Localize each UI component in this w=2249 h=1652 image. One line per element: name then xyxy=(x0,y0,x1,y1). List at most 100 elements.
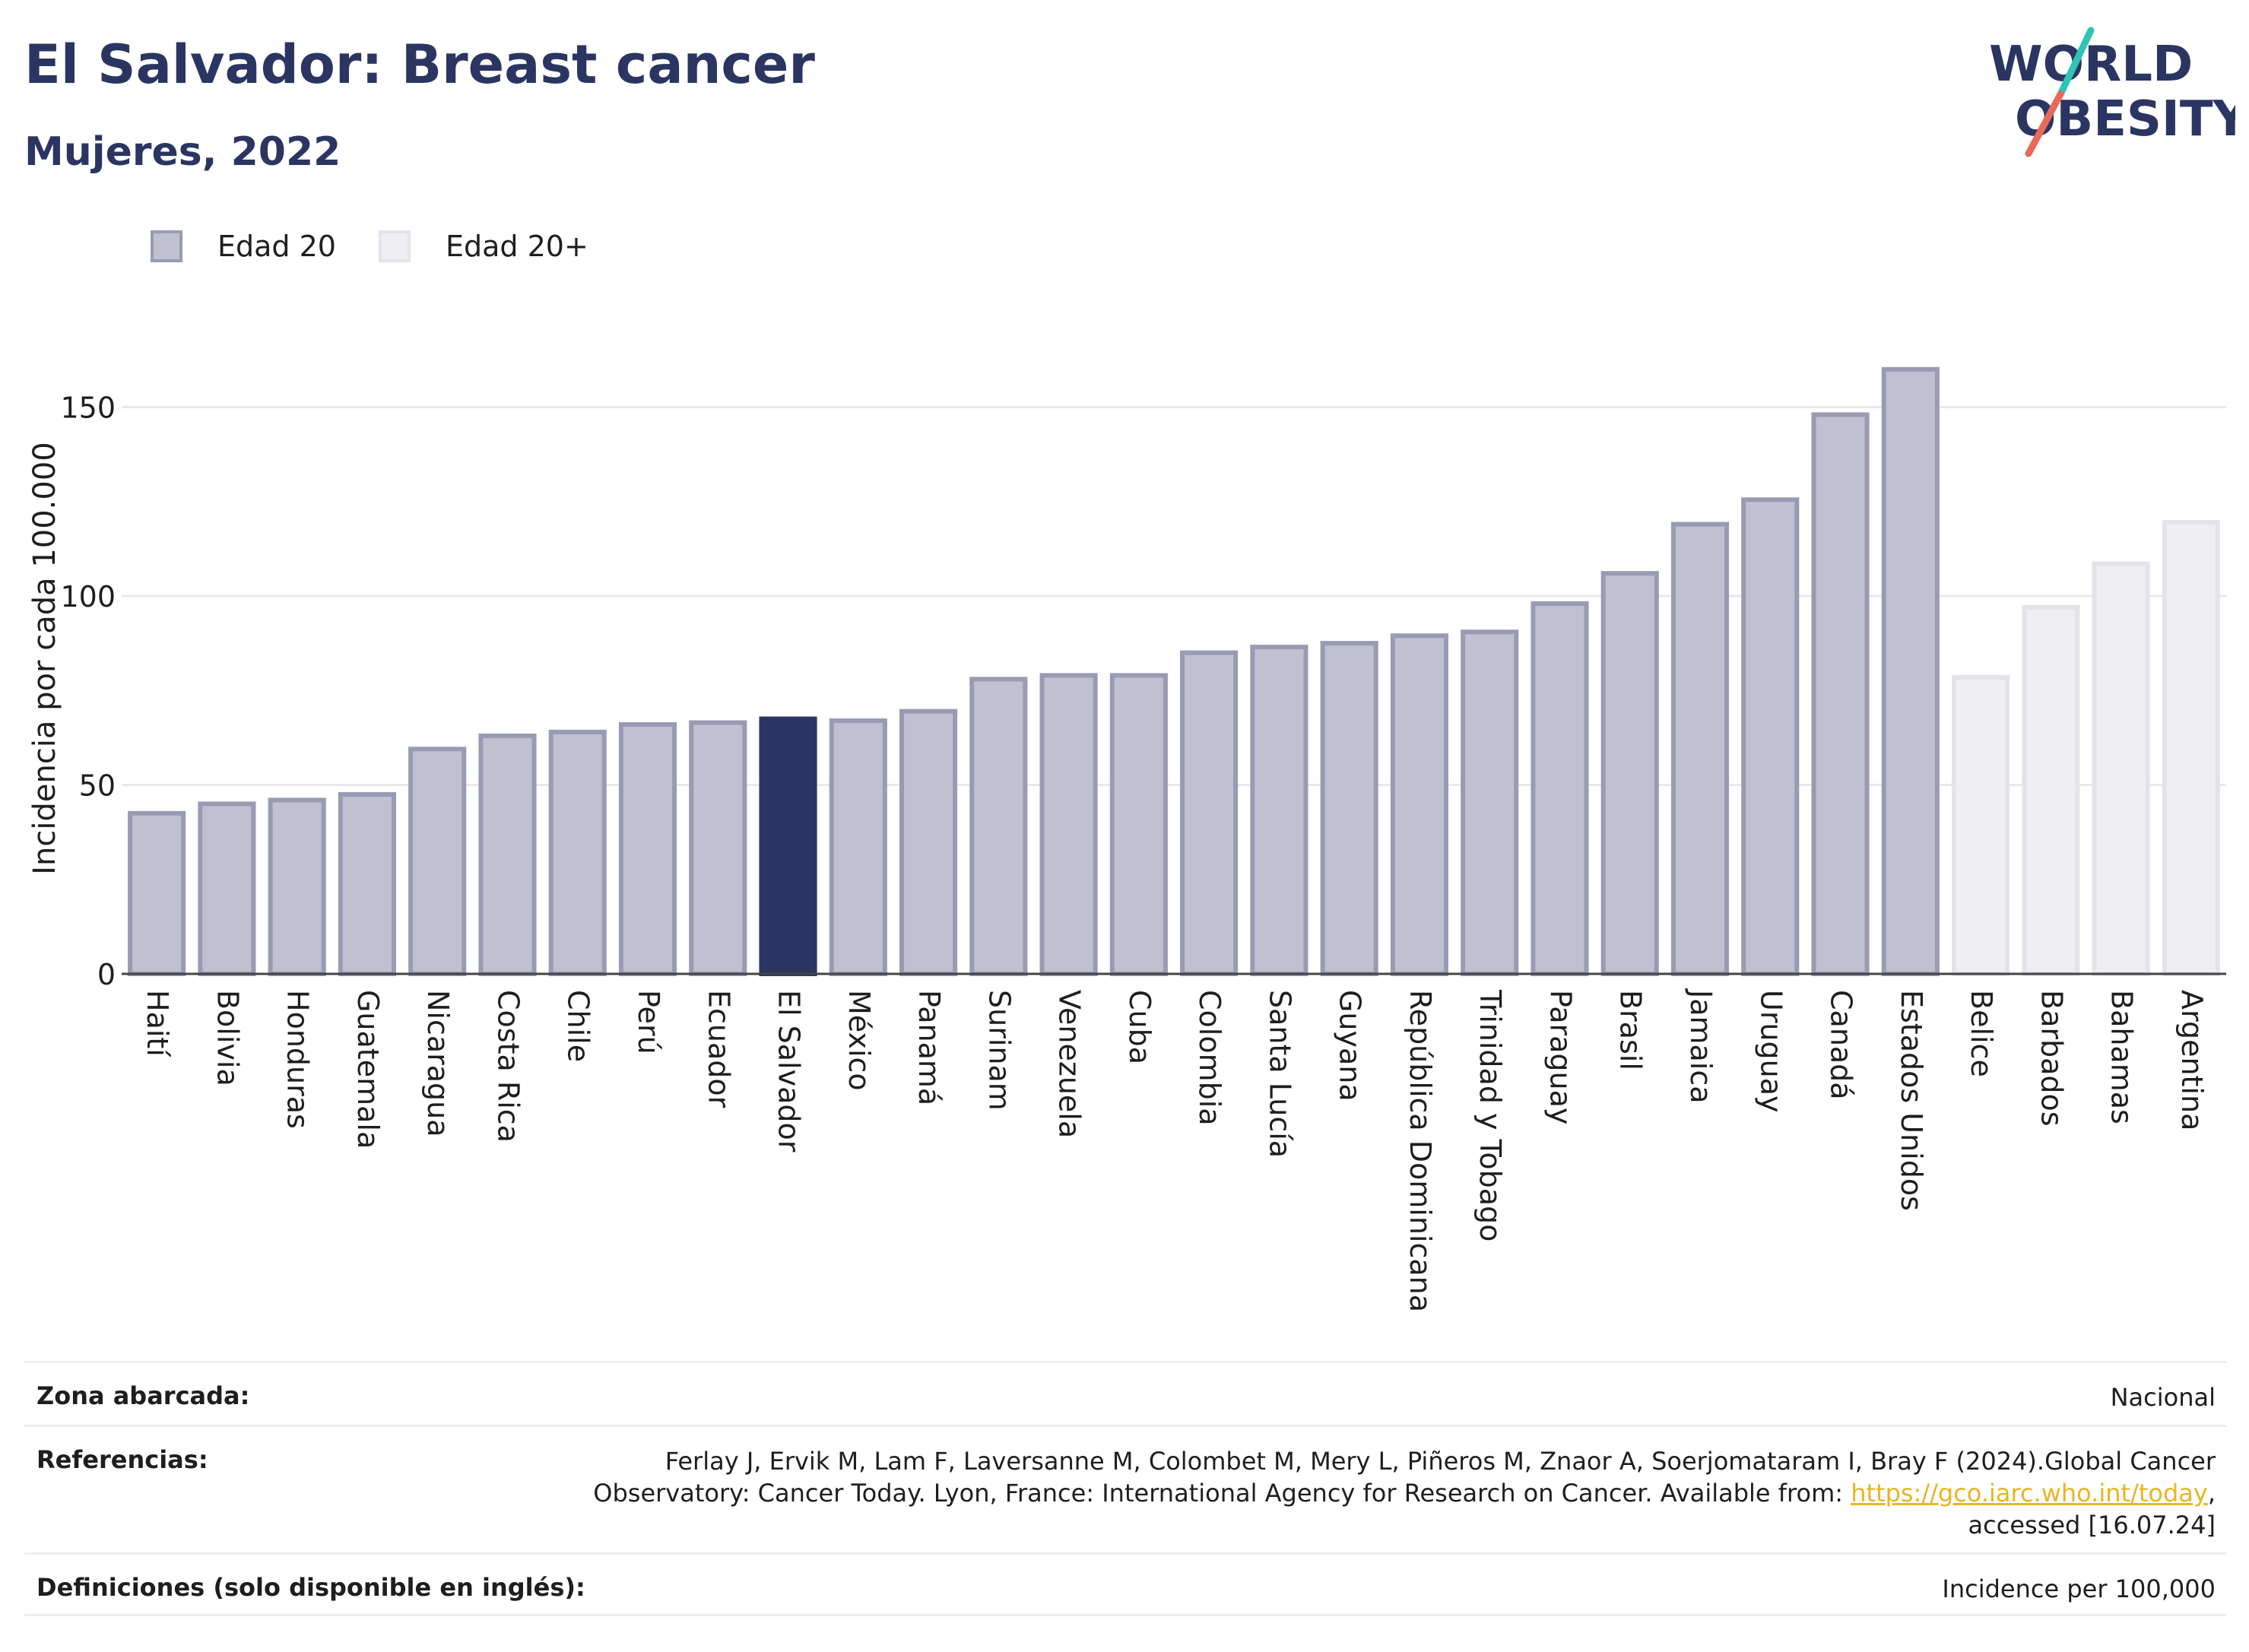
x-tick-label: Guyana xyxy=(1334,990,1367,1102)
grid-lines xyxy=(122,406,2226,786)
x-tick-label: Trinidad y Tobago xyxy=(1473,989,1507,1241)
bar xyxy=(198,801,256,976)
logo-text-world: WORLD xyxy=(1989,36,2193,93)
bar xyxy=(1531,601,1589,976)
x-tick-label: México xyxy=(842,990,876,1091)
bar xyxy=(338,791,396,977)
bar xyxy=(1109,673,1168,976)
footer-row-definiciones: Definiciones (solo disponible en inglés)… xyxy=(24,1552,2226,1616)
logo-slash-top xyxy=(2057,27,2095,98)
footer-info-table: Zona abarcada: Nacional Referencias: Fer… xyxy=(24,1361,2226,1616)
referencias-label: Referencias: xyxy=(36,1445,208,1474)
x-tick-label: Costa Rica xyxy=(491,990,525,1143)
bar xyxy=(969,677,1028,977)
bar xyxy=(1952,674,2010,976)
referencias-value: Ferlay J, Ervik M, Lam F, Laversanne M, … xyxy=(593,1445,2216,1541)
bar xyxy=(1461,629,1519,977)
bar xyxy=(2022,604,2080,976)
x-tick-label: Santa Lucía xyxy=(1263,990,1296,1158)
x-tick-label: Estados Unidos xyxy=(1895,990,1928,1211)
bars xyxy=(128,366,2220,977)
bar xyxy=(2162,520,2220,976)
legend-item-edad-20-plus[interactable]: Edad 20+ xyxy=(378,230,588,263)
bar xyxy=(689,720,747,976)
bar xyxy=(548,729,607,976)
ref-line-2: Observatory: Cancer Today. Lyon, France:… xyxy=(593,1477,2216,1509)
bar xyxy=(1320,641,1378,976)
ref-line-2-text: Observatory: Cancer Today. Lyon, France:… xyxy=(593,1479,1851,1508)
bar xyxy=(829,718,887,976)
y-axis-label: Incidencia por cada 100.000 xyxy=(27,442,62,875)
ref-line-2-tail: , xyxy=(2207,1479,2216,1508)
x-tick-label: República Dominicana xyxy=(1404,990,1437,1312)
x-tick-label: Barbados xyxy=(2035,990,2068,1127)
bar xyxy=(1811,412,1870,976)
bar xyxy=(1600,571,1659,976)
bar xyxy=(1180,650,1239,976)
x-tick-label: Guatemala xyxy=(351,990,385,1149)
legend-label: Edad 20 xyxy=(217,230,336,263)
chart-title: El Salvador: Breast cancer xyxy=(24,33,815,96)
legend-swatch-edad-20 xyxy=(151,230,182,262)
x-tick-label: Perú xyxy=(632,990,665,1054)
footer-row-zona: Zona abarcada: Nacional xyxy=(24,1361,2226,1425)
footer-row-referencias: Referencias: Ferlay J, Ervik M, Lam F, L… xyxy=(24,1425,2226,1552)
x-tick-label: Chile xyxy=(562,990,595,1062)
legend-label: Edad 20+ xyxy=(445,230,588,263)
x-tick-labels: Haití Bolivia Honduras Guatemala Nicaragua Co… xyxy=(141,988,2209,1312)
bar xyxy=(268,797,326,976)
x-tick-label: Bolivia xyxy=(211,990,244,1086)
x-tick-label: Cuba xyxy=(1123,990,1156,1064)
x-tick-label: Honduras xyxy=(281,990,315,1129)
bar xyxy=(759,716,817,977)
x-tick-label: El Salvador xyxy=(772,990,806,1153)
bar-chart: 0 50 100 150 Haití Bolivia Honduras Guatemala N… xyxy=(27,366,2226,1312)
zona-label: Zona abarcada: xyxy=(36,1381,250,1410)
x-tick-label: Venezuela xyxy=(1053,990,1086,1138)
x-tick-label: Surinam xyxy=(982,990,1016,1111)
definiciones-label: Definiciones (solo disponible en inglés)… xyxy=(36,1573,585,1602)
bar xyxy=(408,747,467,976)
ref-line-1: Ferlay J, Ervik M, Lam F, Laversanne M, … xyxy=(665,1447,2216,1476)
bar xyxy=(1390,633,1448,976)
definiciones-value: Incidence per 100,000 xyxy=(1942,1574,2216,1603)
bar xyxy=(618,721,677,976)
world-obesity-logo: WORLD OBESITY xyxy=(1989,27,2235,157)
x-tick-label: Nicaragua xyxy=(421,990,455,1137)
y-tick-label: 0 xyxy=(97,958,116,991)
bar xyxy=(1881,366,1940,976)
x-tick-label: Brasil xyxy=(1614,990,1648,1070)
bar xyxy=(1741,497,1800,976)
x-tick-label: Panamá xyxy=(912,990,946,1105)
x-tick-label: Colombia xyxy=(1193,990,1226,1126)
chart-subtitle: Mujeres, 2022 xyxy=(24,129,341,175)
bar xyxy=(478,733,537,976)
zona-value: Nacional xyxy=(2110,1383,2216,1412)
logo-slash-bottom xyxy=(2025,90,2064,157)
x-tick-label: Uruguay xyxy=(1754,990,1787,1113)
legend: Edad 20 Edad 20+ xyxy=(151,225,631,268)
logo-text-obesity: OBESITY xyxy=(2015,91,2235,147)
bar xyxy=(1670,522,1730,976)
x-tick-label: Belice xyxy=(1965,990,1998,1077)
ref-line-3: accessed [16.07.24] xyxy=(1968,1511,2216,1539)
x-tick-label: Canadá xyxy=(1825,990,1858,1100)
legend-item-edad-20[interactable]: Edad 20 xyxy=(151,230,336,263)
y-tick-labels: 0 50 100 150 xyxy=(60,392,116,992)
x-tick-label: Bahamas xyxy=(2105,990,2139,1124)
y-tick-label: 50 xyxy=(79,769,116,803)
bar xyxy=(1039,673,1098,976)
x-tick-label: Haití xyxy=(141,990,174,1057)
reference-link[interactable]: https://gco.iarc.who.int/today xyxy=(1851,1479,2208,1508)
y-tick-label: 100 xyxy=(60,580,116,614)
y-tick-label: 150 xyxy=(60,392,116,425)
x-tick-label: Ecuador xyxy=(702,990,735,1108)
bar xyxy=(128,810,186,977)
x-tick-label: Jamaica xyxy=(1684,988,1718,1104)
bar xyxy=(2092,561,2150,976)
x-tick-label: Paraguay xyxy=(1543,990,1577,1124)
bar xyxy=(1250,645,1308,976)
x-tick-label: Argentina xyxy=(2175,990,2209,1130)
legend-swatch-edad-20-plus xyxy=(378,230,411,262)
bar xyxy=(899,709,958,977)
